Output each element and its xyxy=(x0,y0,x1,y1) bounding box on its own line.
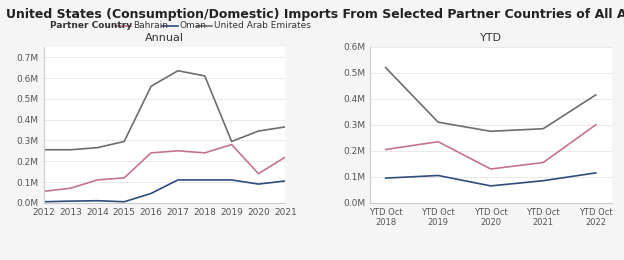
Text: United States (Consumption/Domestic) Imports From Selected Partner Countries of : United States (Consumption/Domestic) Imp… xyxy=(6,8,624,21)
Text: Partner Country: Partner Country xyxy=(50,22,132,30)
Text: Oman: Oman xyxy=(180,22,207,30)
Title: Annual: Annual xyxy=(145,33,184,43)
Text: Bahrain: Bahrain xyxy=(133,22,168,30)
Text: United Arab Emirates: United Arab Emirates xyxy=(214,22,311,30)
Title: YTD: YTD xyxy=(480,33,502,43)
